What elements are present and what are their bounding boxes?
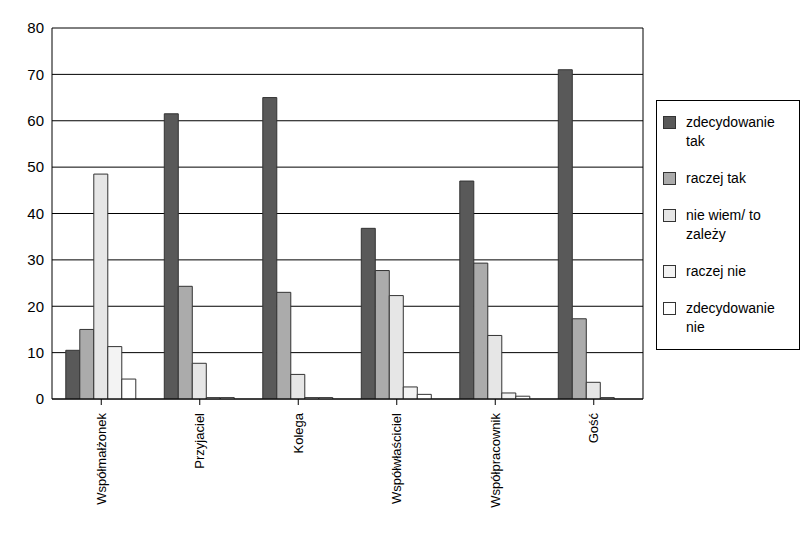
svg-text:Współmałżonek: Współmałżonek [94, 413, 109, 505]
svg-text:Kolega: Kolega [291, 412, 306, 453]
svg-text:80: 80 [27, 19, 44, 36]
html-text:nie wiem/ to zależy: nie wiem/ to zależy [686, 207, 761, 242]
svg-text:20: 20 [27, 298, 44, 315]
svg-text:70: 70 [27, 66, 44, 83]
svg-text:10: 10 [27, 344, 44, 361]
svg-text:30: 30 [27, 251, 44, 268]
svg-text:Gość: Gość [586, 413, 601, 444]
svg-text:Przyjaciel: Przyjaciel [192, 413, 207, 469]
svg-text:Współpracownik: Współpracownik [488, 413, 503, 508]
svg-text:40: 40 [27, 205, 44, 222]
svg-text:60: 60 [27, 112, 44, 129]
html-text:zdecydowanie nie: zdecydowanie nie [686, 300, 775, 335]
svg-text:0: 0 [36, 390, 44, 407]
html-text:raczej tak: raczej tak [686, 170, 746, 186]
html-text:raczej nie: raczej nie [686, 263, 746, 279]
html-text:zdecydowanie tak: zdecydowanie tak [686, 114, 775, 149]
svg-text:50: 50 [27, 158, 44, 175]
svg-text:Współwłaściciel: Współwłaściciel [389, 413, 404, 504]
